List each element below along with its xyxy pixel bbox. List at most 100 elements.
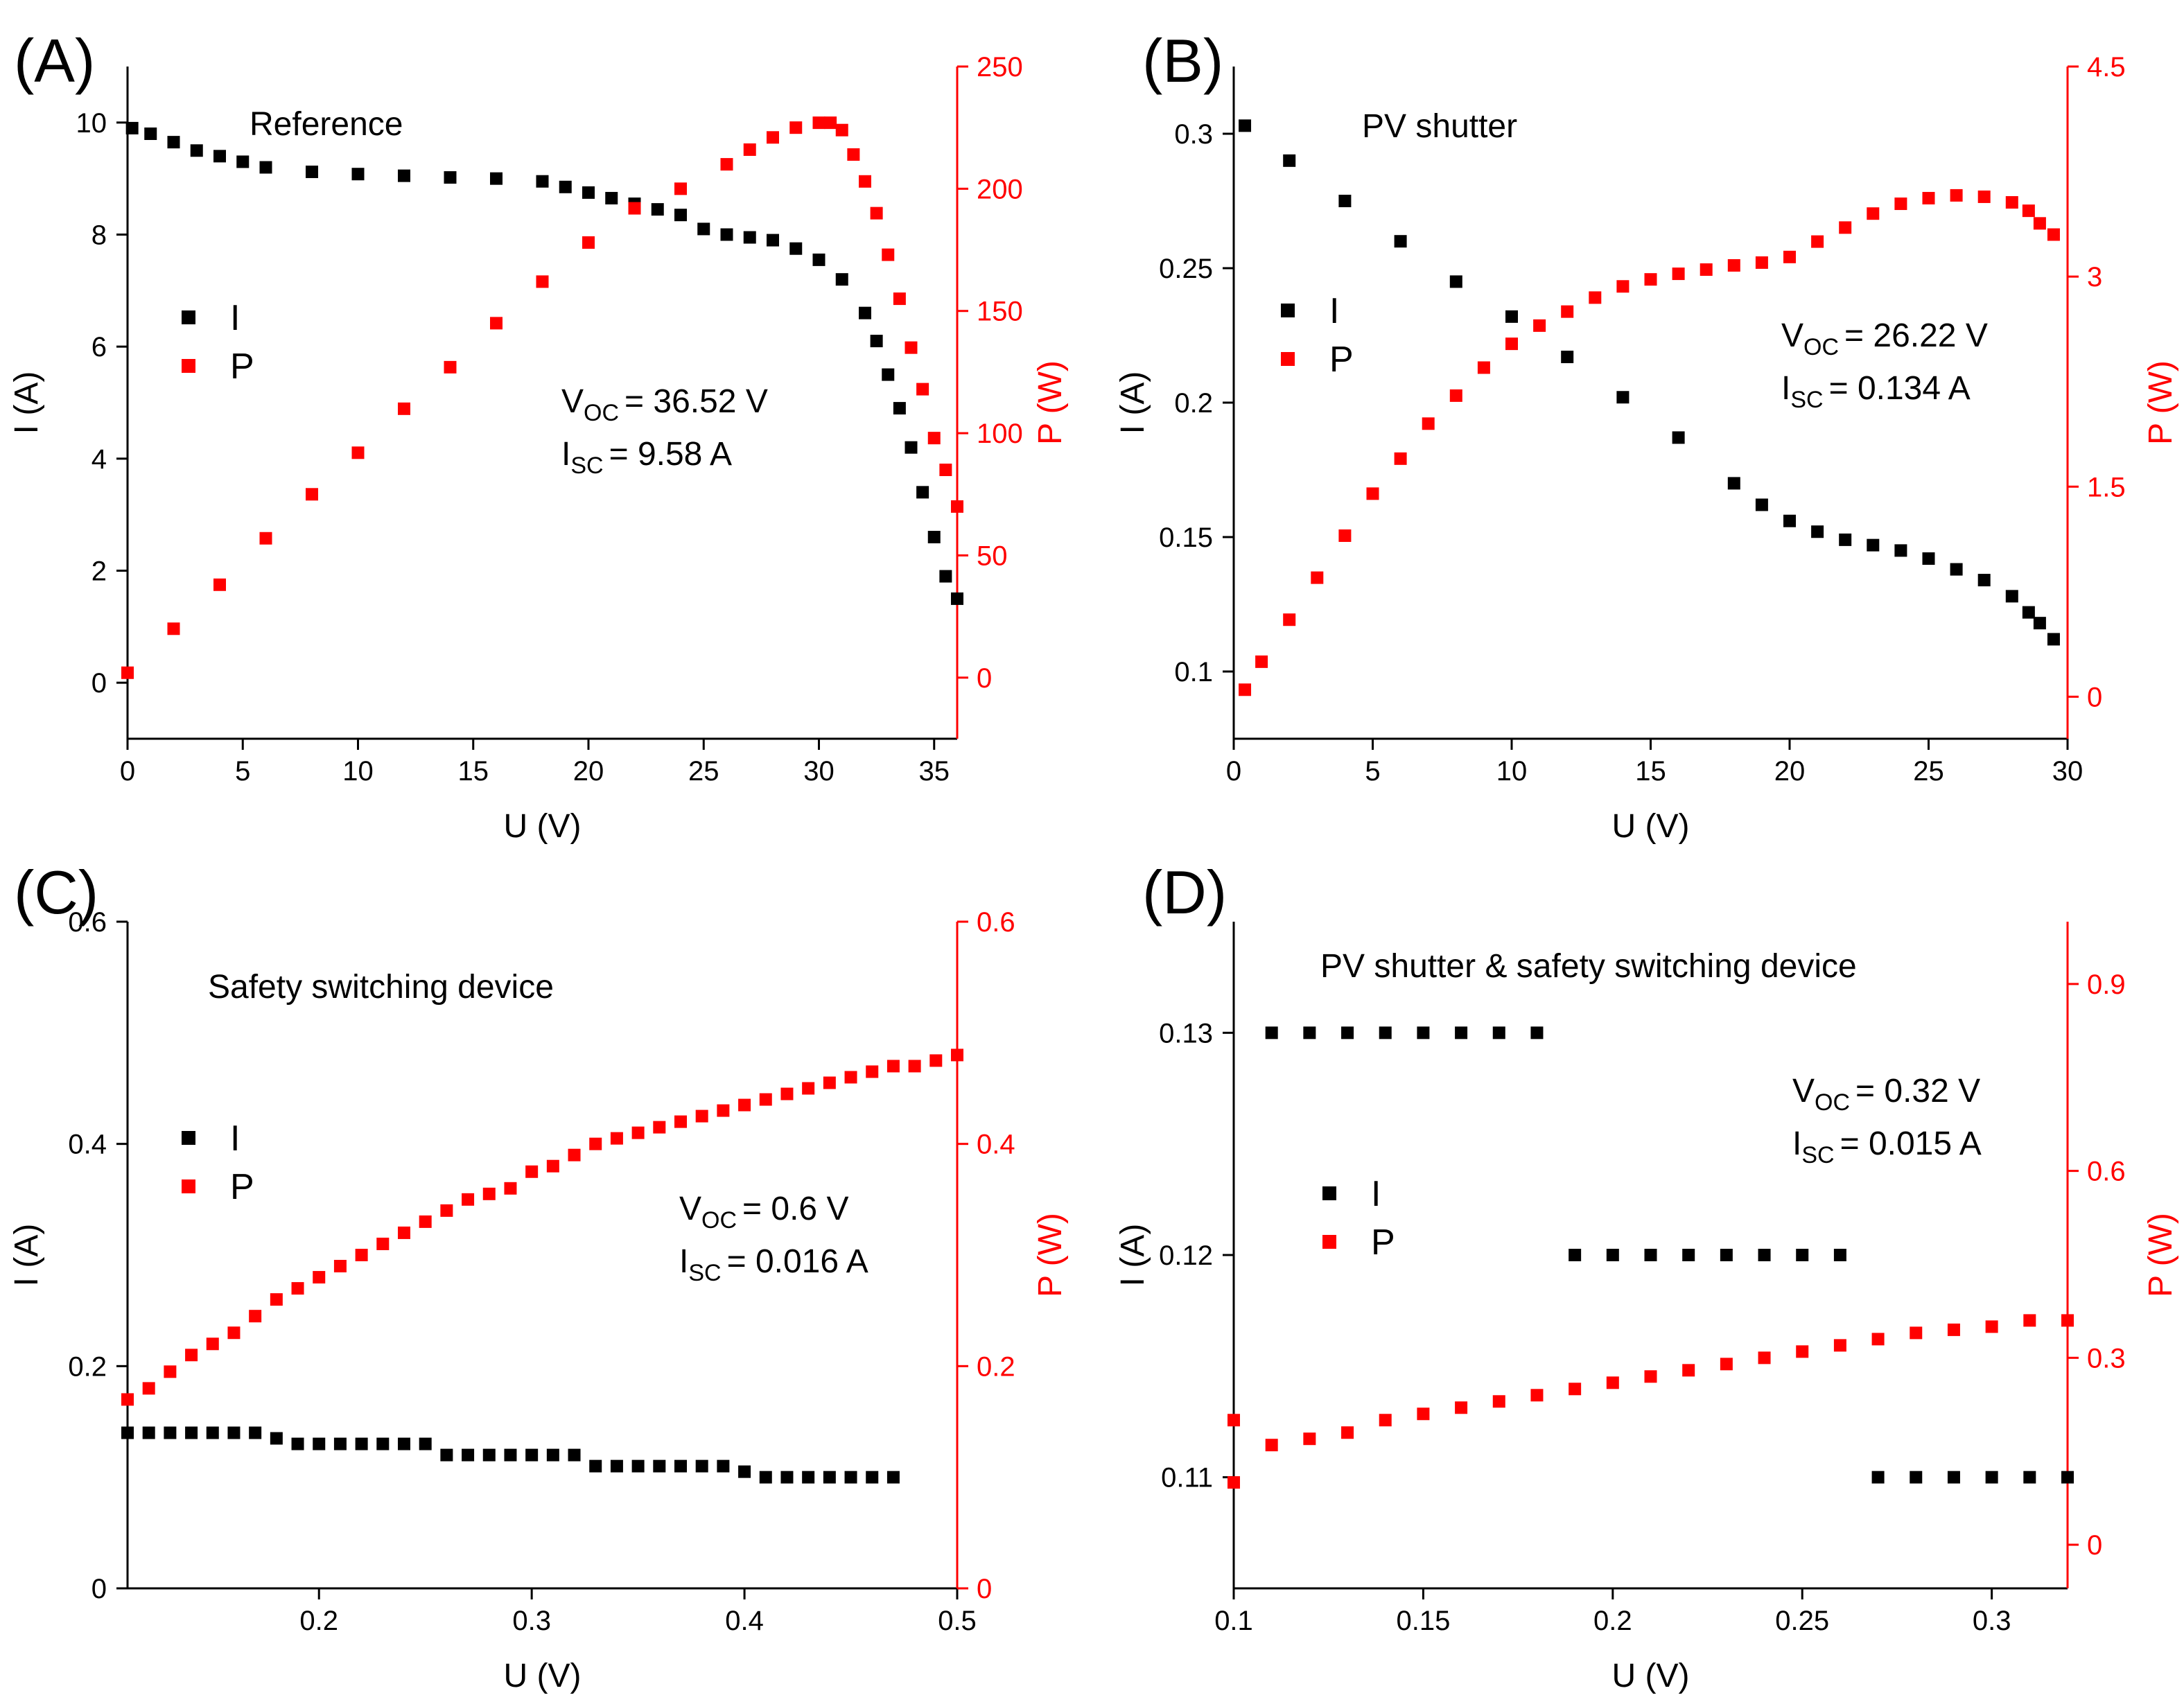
y-tick-label: 0.15 [1159, 523, 1213, 553]
chart-title: Safety switching device [208, 969, 554, 1006]
data-point-p [1341, 1426, 1354, 1439]
voc-annotation: VOC = 0.32 V [1792, 1073, 1980, 1116]
legend-label-i: I [1329, 291, 1339, 331]
y2-tick-label: 0.4 [977, 1130, 1015, 1160]
data-point-i [1985, 1471, 1998, 1484]
data-point-i [398, 169, 410, 182]
y-tick-label: 8 [91, 220, 107, 251]
x-tick-label: 0.3 [1973, 1606, 2011, 1636]
data-point-i [717, 1459, 730, 1473]
data-point-p [1950, 188, 1963, 202]
y2-tick-label: 3 [2087, 262, 2102, 292]
data-point-p [398, 402, 410, 415]
data-point-i [589, 1459, 602, 1473]
data-point-i [1569, 1249, 1582, 1261]
data-point-i [882, 368, 895, 381]
data-point-p [2023, 1314, 2036, 1327]
data-point-i [927, 531, 941, 543]
data-point-p [823, 1076, 836, 1089]
data-point-p [2047, 228, 2060, 241]
data-point-p [844, 1071, 857, 1084]
data-point-i [167, 136, 180, 149]
data-point-p [568, 1148, 581, 1161]
data-point-p [249, 1310, 262, 1323]
isc-annotation: ISC = 0.015 A [1792, 1125, 1982, 1168]
data-point-i [1977, 574, 1991, 587]
data-point-i [720, 228, 733, 241]
isc-subscript: SC [1790, 387, 1823, 413]
y2-tick-label: 0 [977, 663, 992, 694]
data-point-p [1672, 267, 1685, 281]
data-point-p [789, 121, 803, 134]
data-point-i [2023, 1471, 2036, 1484]
data-point-p [490, 317, 503, 330]
y-tick-label: 0.3 [1174, 119, 1213, 150]
data-point-i [185, 1426, 198, 1439]
x-axis-title: U (V) [1612, 808, 1690, 845]
data-point-p [1758, 1351, 1771, 1365]
data-point-i [121, 1426, 134, 1439]
legend-marker-p [1281, 352, 1295, 366]
data-point-i [1783, 514, 1796, 527]
voc-annotation: VOC = 0.6 V [679, 1191, 848, 1234]
x-tick-label: 20 [573, 756, 604, 787]
data-point-p [824, 116, 837, 130]
chart-panel-2: (B) 0 5 10 15 20 25 30 0.1 0.15 0.2 0.25 0.3 0 1.5 3 4.5… [1115, 26, 2179, 845]
data-point-p [2022, 204, 2035, 218]
data-point-i [859, 306, 871, 319]
data-point-p [812, 116, 825, 130]
voc-subscript: OC [1815, 1089, 1850, 1116]
data-point-i [249, 1426, 262, 1439]
y2-tick-label: 50 [977, 541, 1008, 571]
chart-title: PV shutter [1362, 108, 1517, 145]
data-point-p [951, 1049, 963, 1062]
data-point-i [1239, 119, 1252, 132]
data-point-p [355, 1249, 368, 1261]
y2-tick-label: 0.3 [2087, 1343, 2126, 1374]
data-point-i [1561, 351, 1574, 364]
data-point-p [546, 1159, 559, 1173]
data-point-i [1530, 1026, 1544, 1039]
legend-label-p: P [230, 1167, 254, 1207]
data-point-i [536, 175, 549, 188]
data-point-i [674, 1459, 687, 1473]
data-point-p [1755, 256, 1768, 269]
data-point-i [653, 1459, 666, 1473]
data-point-i [270, 1432, 283, 1445]
data-point-i [1755, 498, 1768, 511]
data-point-p [1366, 487, 1379, 500]
data-point-i [1910, 1471, 1923, 1484]
x-tick-label: 30 [803, 756, 835, 787]
data-point-i [1894, 544, 1907, 557]
data-point-p [351, 446, 365, 459]
data-point-p [1530, 1389, 1544, 1402]
voc-annotation: VOC = 36.52 V [561, 383, 768, 426]
data-point-p [1727, 258, 1740, 272]
data-point-i [440, 1448, 453, 1462]
data-point-i [125, 121, 139, 134]
data-point-p [185, 1349, 198, 1362]
data-point-i [743, 231, 756, 244]
voc-symbol: V [1781, 317, 1803, 354]
y-tick-label: 0.6 [68, 907, 107, 938]
isc-symbol: I [679, 1243, 688, 1280]
data-point-p [653, 1121, 666, 1134]
data-point-i [1947, 1471, 1960, 1484]
legend-marker-i [1322, 1186, 1336, 1200]
data-point-i [823, 1471, 836, 1484]
data-point-i [916, 486, 929, 499]
data-point-p [759, 1093, 772, 1106]
data-point-i [582, 186, 595, 199]
voc-symbol: V [1792, 1073, 1815, 1109]
y-tick-label: 2 [91, 556, 107, 587]
data-point-p [916, 383, 929, 396]
data-point-p [1720, 1358, 1733, 1371]
data-point-p [2005, 196, 2018, 209]
data-point-i [1833, 1249, 1846, 1261]
x-tick-label: 5 [235, 756, 250, 787]
data-point-i [674, 209, 687, 222]
data-point-p [1922, 191, 1935, 204]
data-point-i [1492, 1026, 1505, 1039]
data-point-p [720, 158, 733, 171]
isc-subscript: SC [1801, 1142, 1834, 1168]
